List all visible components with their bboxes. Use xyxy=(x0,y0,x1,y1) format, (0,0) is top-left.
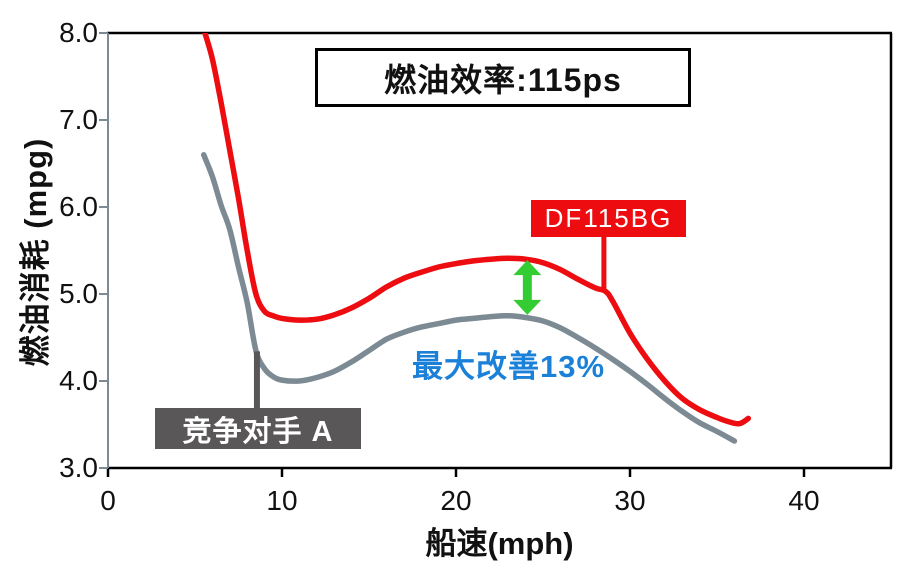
x-tick-label: 30 xyxy=(614,485,646,516)
y-axis-title: 燃油消耗 (mpg) xyxy=(18,137,53,367)
competitor-curve xyxy=(200,152,738,444)
y-tick-label: 5.0 xyxy=(59,278,98,309)
competitor-label: 竞争对手 A xyxy=(155,408,361,449)
y-tick-label: 7.0 xyxy=(59,104,98,135)
y-tick-label: 6.0 xyxy=(59,191,98,222)
y-tick-label: 3.0 xyxy=(59,452,98,483)
x-axis-title: 船速(mph) xyxy=(425,526,574,561)
improvement-arrow-icon xyxy=(513,260,542,315)
df115bg-label-text: DF115BG xyxy=(544,203,673,233)
competitor-label-text: 竞争对手 A xyxy=(182,415,334,448)
improvement-text: 最大改善13% xyxy=(412,349,606,384)
fuel-efficiency-title: 燃油效率:115ps xyxy=(384,61,622,98)
x-tick-label: 40 xyxy=(788,485,820,516)
y-tick-label: 8.0 xyxy=(59,17,98,48)
x-tick-label: 10 xyxy=(266,485,298,516)
y-tick-label: 4.0 xyxy=(59,365,98,396)
df115bg-curve xyxy=(202,33,752,427)
df115bg-label: DF115BG xyxy=(531,200,686,237)
x-tick-label: 20 xyxy=(440,485,472,516)
x-tick-label: 0 xyxy=(100,485,116,516)
fuel-efficiency-title-box: 燃油效率:115ps xyxy=(315,48,691,107)
